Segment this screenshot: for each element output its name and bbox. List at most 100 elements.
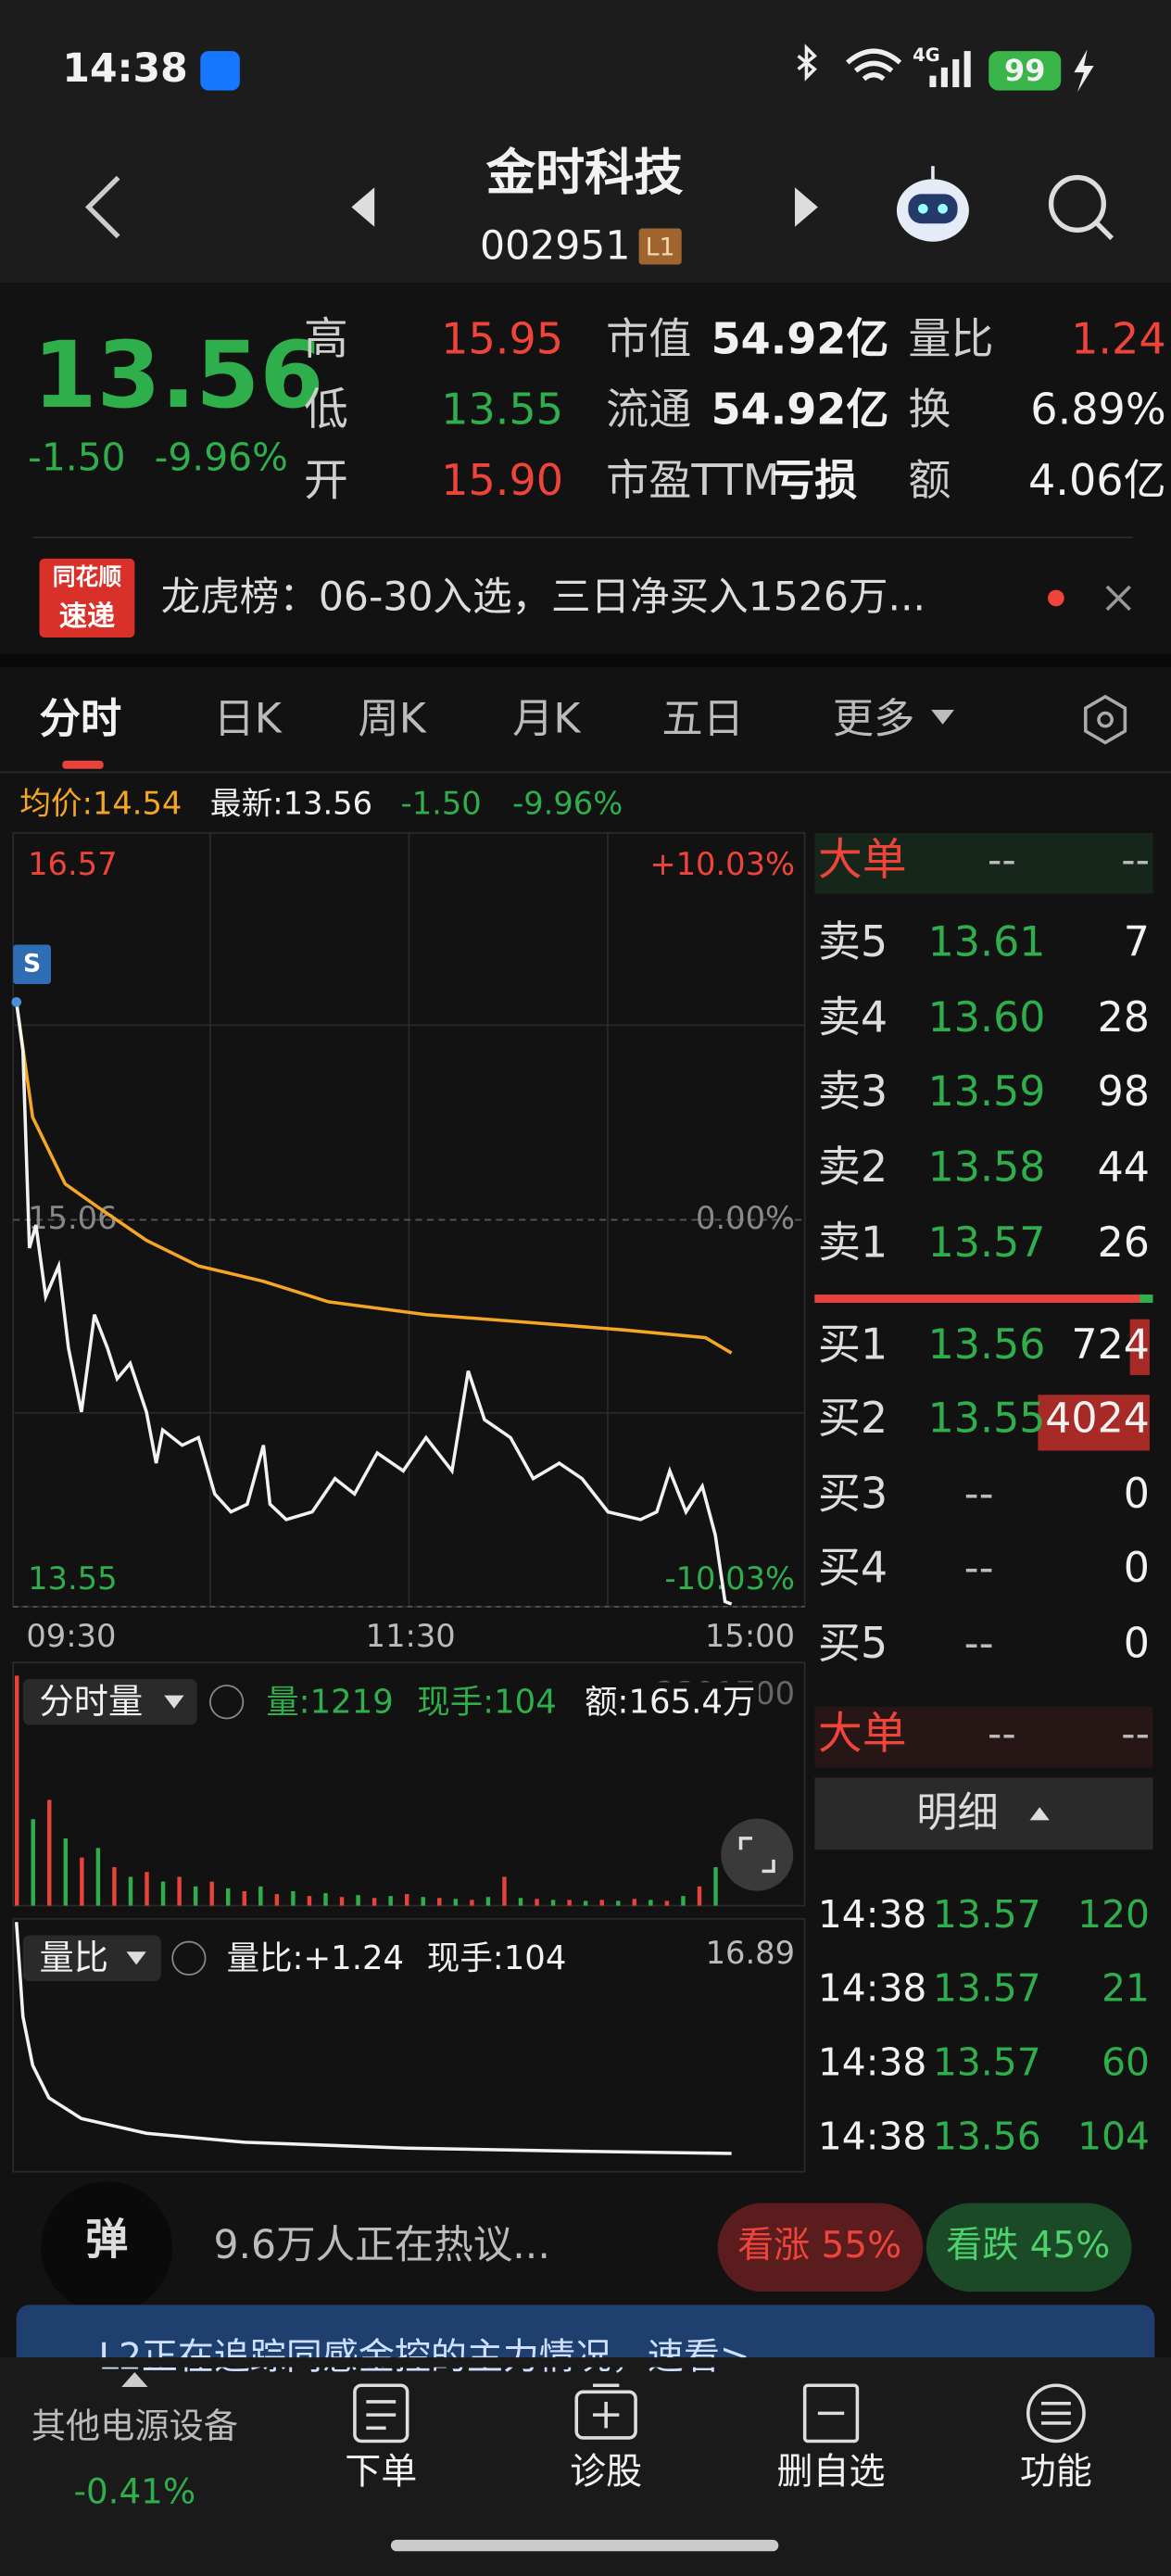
book-volume: 26 <box>1098 1219 1150 1267</box>
volume-bar <box>31 1819 35 1906</box>
ratio: 量比:+1.24 <box>227 1939 404 1977</box>
x-tick-label: 09:30 <box>26 1618 116 1654</box>
price-line <box>14 1002 733 1355</box>
ratio-selector[interactable] <box>22 1935 161 1982</box>
volume-bar <box>453 1899 459 1906</box>
help-icon[interactable] <box>209 1685 245 1720</box>
volume-bar <box>274 1894 280 1906</box>
volume-bar <box>356 1895 360 1906</box>
stock-code: 002951 <box>480 223 630 269</box>
next-stock[interactable] <box>795 187 818 227</box>
volume-bar <box>713 1867 718 1906</box>
detail-title: 明细 <box>916 1789 999 1837</box>
expand-button[interactable] <box>721 1818 794 1891</box>
volume-bar <box>226 1888 231 1906</box>
battery <box>988 51 1062 91</box>
news-text: 龙虎榜：06-30入选，三日净买入1526万... <box>161 575 925 621</box>
detail-header-bg <box>814 1777 1153 1850</box>
volume-bar <box>307 1896 312 1906</box>
y-tick-label: 0.00% <box>696 1200 795 1236</box>
detail-time: 14:38 <box>818 2114 926 2158</box>
dropdown-arrow <box>126 1951 146 1965</box>
news-badge-text: 同花顺 <box>53 563 122 590</box>
banner[interactable] <box>16 2305 1155 2371</box>
settings-button[interactable] <box>1084 694 1127 745</box>
stat-label: 换 <box>908 385 951 435</box>
stat-label: 高 <box>304 314 348 365</box>
volume-bar <box>518 1898 523 1906</box>
volume-selector-label: 分时量 <box>40 1681 144 1722</box>
dropdown-arrow <box>931 709 954 725</box>
volume-bar <box>535 1899 539 1906</box>
nav-bg <box>0 2357 1171 2368</box>
volume-bar <box>583 1900 588 1906</box>
tab[interactable]: 分时 <box>40 695 122 742</box>
wifi-icon <box>846 48 902 82</box>
stat-label: 流通 <box>606 385 691 435</box>
close-news[interactable] <box>1105 585 1131 612</box>
book-label: 买1 <box>818 1319 888 1369</box>
volume-bar <box>258 1886 263 1906</box>
big-order-value: -- <box>988 1711 1016 1757</box>
level-label: L1 <box>646 233 675 261</box>
header-bg <box>0 0 1171 284</box>
volume-bar <box>145 1872 149 1906</box>
stat-label: 量比 <box>908 313 993 363</box>
news-badge <box>39 558 135 638</box>
volume-selector[interactable] <box>22 1678 197 1725</box>
detail-time: 14:38 <box>818 2040 926 2085</box>
book-price: 13.56 <box>928 1321 1046 1369</box>
book-label: 买5 <box>818 1618 888 1668</box>
book-volume: 724 <box>1071 1321 1150 1369</box>
help-icon[interactable] <box>171 1940 207 1976</box>
bull-label: 看涨 55% <box>737 2225 901 2267</box>
stat-label: 开 <box>304 455 348 506</box>
home-indicator <box>390 2539 779 2552</box>
avg-price: 均价:14.54 <box>19 785 182 821</box>
search-button[interactable] <box>1048 174 1114 241</box>
tab[interactable]: 更多 <box>833 695 915 742</box>
unread-dot <box>1048 589 1064 607</box>
assistant-icon[interactable] <box>896 166 969 242</box>
detail-price: 13.57 <box>933 1966 1041 2011</box>
bull-button[interactable] <box>717 2203 924 2292</box>
volume-bar <box>437 1898 442 1906</box>
volume-bar <box>485 1897 491 1906</box>
volume-bar <box>291 1891 296 1906</box>
book-volume: 44 <box>1098 1143 1150 1191</box>
change-pct: -9.96% <box>155 436 288 480</box>
nav-icons <box>353 2383 1086 2443</box>
bluetooth-icon <box>797 44 817 82</box>
price: 13.56 <box>32 322 323 429</box>
signal-icon <box>929 51 971 88</box>
tab[interactable]: 周K <box>358 695 426 742</box>
book-volume: 98 <box>1098 1068 1150 1116</box>
book-label: 买4 <box>818 1542 888 1592</box>
separator <box>0 653 1171 667</box>
alipay-icon <box>200 51 240 91</box>
danmaku-button[interactable] <box>41 2181 173 2314</box>
book-price: 13.57 <box>928 1219 1046 1267</box>
tab[interactable]: 月K <box>512 695 581 742</box>
prev-stock[interactable] <box>351 187 375 227</box>
bear-button[interactable] <box>925 2203 1132 2292</box>
stat-label: 额 <box>908 455 951 505</box>
back-button[interactable] <box>84 175 120 239</box>
battery-level: 99 <box>1004 53 1045 88</box>
nav-item[interactable]: 诊股 <box>570 2451 642 2493</box>
stat-value: 54.92亿 <box>711 385 889 435</box>
nav-item[interactable]: 功能 <box>1020 2451 1092 2493</box>
tab[interactable]: 五日 <box>661 695 744 742</box>
network-type: 4G <box>913 44 940 66</box>
nav-item[interactable]: 下单 <box>345 2451 417 2493</box>
volume-bar <box>616 1900 621 1906</box>
signal-badge <box>13 944 51 985</box>
nav-item[interactable]: 删自选 <box>777 2451 886 2493</box>
tab[interactable]: 日K <box>213 695 282 742</box>
stat-value: 15.90 <box>441 455 563 505</box>
book-divider <box>814 1294 1153 1303</box>
book-label: 卖5 <box>818 916 888 966</box>
book-price: 13.60 <box>928 994 1046 1042</box>
big-order-bg <box>814 1707 1153 1768</box>
volume-bar <box>193 1886 198 1906</box>
